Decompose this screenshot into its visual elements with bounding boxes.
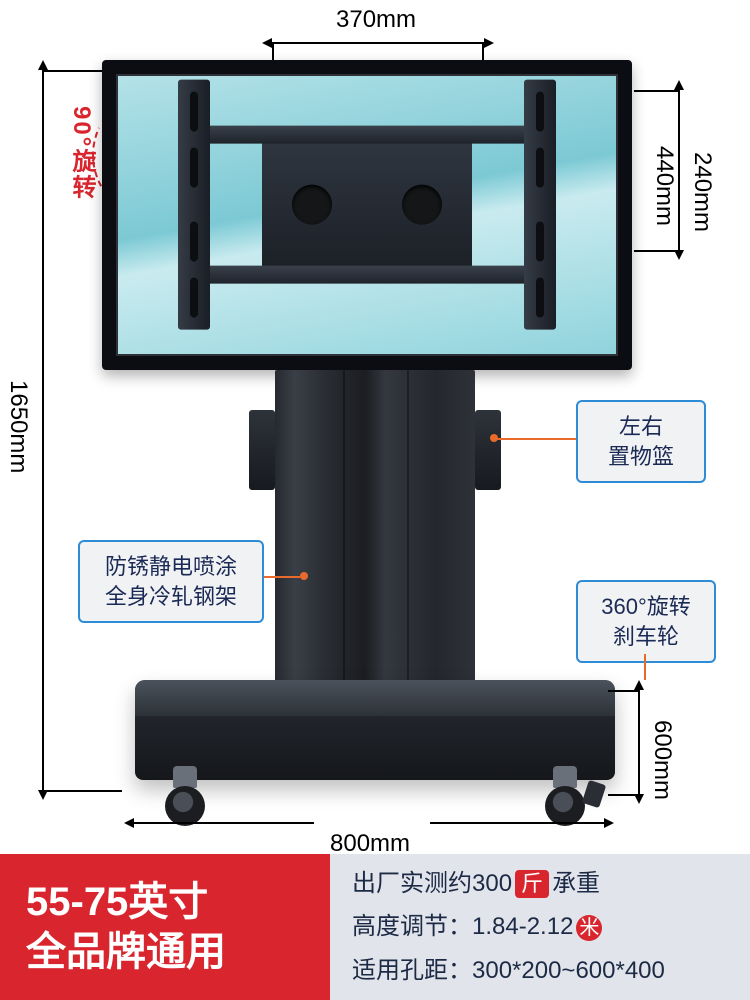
dim-left-line (42, 70, 44, 790)
spec-weight-prefix: 出厂实测约300 (352, 870, 512, 897)
callout-casters: 360°旋转 刹车轮 (576, 580, 716, 663)
stand-base (135, 680, 615, 780)
spec-height: 高度调节：1.84-2.12米 (352, 905, 750, 948)
headline-line1: 55-75英寸 (26, 877, 330, 927)
dim-right-height: 240mm (688, 152, 716, 232)
spec-height-prefix: 高度调节：1.84-2.12 (352, 913, 573, 940)
spec-hole-prefix: 适用孔距： (352, 957, 472, 984)
spec-weight-chip: 斤 (515, 870, 549, 898)
banner-specs: 出厂实测约300斤承重 高度调节：1.84-2.12米 适用孔距：300*200… (330, 854, 750, 1000)
stand-pillar (275, 370, 475, 690)
storage-bin-right (475, 410, 501, 490)
caster-left (155, 766, 215, 826)
spec-weight-suffix: 承重 (552, 870, 600, 897)
banner-headline: 55-75英寸 全品牌通用 (0, 854, 330, 1000)
spec-height-chip: 米 (576, 915, 602, 941)
product-infographic: 370mm 240mm 440mm 1650mm 90°旋转 (0, 0, 750, 1000)
spec-hole-value: 300*200~600*400 (472, 957, 665, 984)
dim-top-line (272, 42, 484, 44)
bottom-banner: 55-75英寸 全品牌通用 出厂实测约300斤承重 高度调节：1.84-2.12… (0, 854, 750, 1000)
dim-bracket-inner: 440mm (650, 146, 678, 226)
storage-bin-left (249, 410, 275, 490)
spec-weight: 出厂实测约300斤承重 (352, 862, 750, 905)
mount-bracket (262, 140, 472, 270)
spec-hole: 适用孔距：300*200~600*400 (352, 949, 750, 992)
headline-line2: 全品牌通用 (26, 927, 330, 977)
callout-coating: 防锈静电喷涂 全身冷轧钢架 (78, 540, 264, 623)
dim-top-width: 370mm (336, 6, 416, 34)
caster-right (535, 766, 595, 826)
dim-right-line (678, 90, 680, 250)
dim-base-depth: 600mm (648, 720, 676, 800)
callout-storage-basket: 左右 置物篮 (576, 400, 706, 483)
tv-screen (102, 60, 632, 370)
dim-total-height: 1650mm (4, 380, 32, 473)
